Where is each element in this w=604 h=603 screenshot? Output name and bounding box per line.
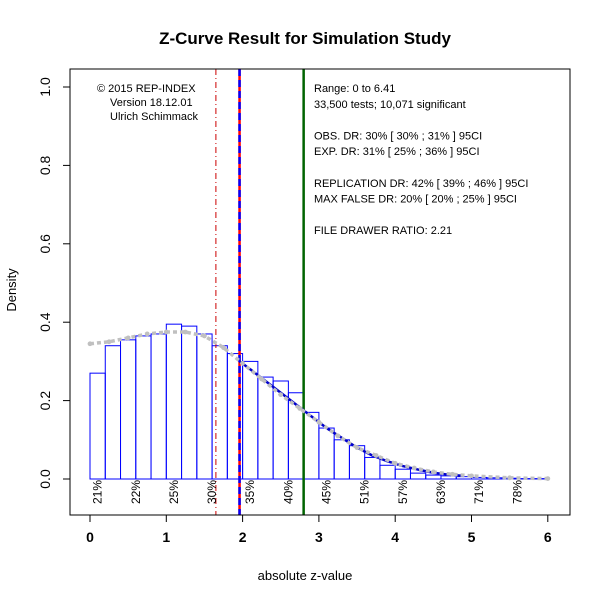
fitted-curve-point [430,469,436,475]
power-label: 71% [472,480,486,504]
y-tick-label: 0.2 [37,391,53,411]
fitted-curve-point [87,341,93,347]
plot-frame [69,68,571,516]
right-annotation-line: FILE DRAWER RATIO: 2.21 [314,225,452,237]
y-tick-label: 1.0 [37,77,53,97]
power-label: 78% [510,480,524,504]
power-label: 35% [243,480,257,504]
power-label: 21% [91,480,105,504]
right-annotation-line: OBS. DR: 30% [ 30% ; 31% ] 95CI [314,130,482,142]
fitted-curve-point [316,419,322,425]
fitted-curve-point [240,360,246,366]
right-annotation-line: EXP. DR: 31% [ 25% ; 36% ] 95CI [314,146,480,158]
fitted-curve-point [106,339,112,345]
fitted-curve-point [392,460,398,466]
y-axis-label: Density [4,268,19,312]
fitted-curve-point [411,465,417,471]
y-tick-label: 0.6 [37,234,53,254]
fitted-curve-point [469,473,474,479]
fitted-curve-point [144,331,150,337]
x-tick-label: 0 [86,529,94,545]
fitted-curve-point [373,453,379,458]
x-tick-label: 6 [544,529,552,545]
fitted-curve-point [163,329,169,335]
left-annotation-line: © 2015 REP-INDEX [97,83,196,95]
power-label: 25% [167,480,181,504]
x-tick-label: 2 [239,529,247,545]
reference-lines [215,69,305,515]
fitted-curve-point [182,329,188,335]
fitted-curve-point [507,475,513,481]
right-annotation-line: Range: 0 to 6.41 [314,83,395,95]
power-label: 57% [396,480,410,504]
fitted-curve-point [125,335,131,341]
axes: 0 1 2 3 4 5 6 0.0 0.2 0.4 0.6 0.8 1.0 [37,77,552,545]
power-label: 45% [320,480,334,504]
left-annotation-line: Ulrich Schimmack [110,111,199,123]
y-tick-label: 0.8 [37,155,53,175]
x-axis-label: absolute z-value [258,568,353,583]
power-label: 22% [129,480,143,504]
power-label: 30% [205,480,219,504]
x-tick-label: 4 [391,529,399,545]
power-label: 40% [281,480,295,504]
power-label: 63% [434,480,448,504]
fitted-density-curve [89,330,548,481]
power-label: 51% [358,480,372,504]
fitted-curve-point [335,433,341,439]
y-tick-label: 0.4 [37,312,53,332]
fitted-curve-point [354,445,360,451]
density-curves [87,329,551,482]
fitted-curve-point [545,476,551,482]
x-tick-label: 3 [315,529,323,545]
right-annotation-line: MAX FALSE DR: 20% [ 20% ; 25% ] 95CI [314,194,517,206]
fitted-curve-point [202,333,207,339]
fitted-curve-point [221,345,226,351]
fitted-curve-point [259,376,265,382]
fitted-curve-point [450,471,455,477]
left-annotation-line: Version 18.12.01 [110,97,193,109]
x-tick-label: 5 [468,529,476,545]
chart-title: Z-Curve Result for Simulation Study [159,29,451,48]
right-annotation-line: REPLICATION DR: 42% [ 39% ; 46% ] 95CI [314,178,528,190]
power-labels: 21% 22% 25% 30% 35% 40% 45% 51% 57% 63% 71% 78% [91,480,525,504]
right-annotation-line: 33,500 tests; 10,071 significant [314,99,466,111]
fitted-curve-point [297,406,303,411]
fitted-curve-point [278,392,284,398]
x-tick-label: 1 [162,529,170,545]
annotations: © 2015 REP-INDEX Version 18.12.01 Ulrich S… [97,83,528,237]
y-tick-label: 0.0 [37,469,53,489]
